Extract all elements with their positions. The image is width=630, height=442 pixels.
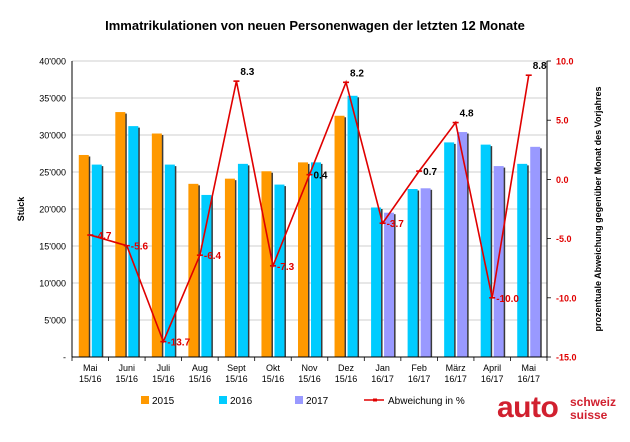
x-tick-label: Juli 15/16 — [152, 363, 175, 384]
legend-label: 2015 — [152, 396, 175, 407]
line-data-label: 8.3 — [240, 67, 254, 78]
bar-2017 — [420, 188, 431, 357]
y2-tick-label: 5.0 — [556, 116, 569, 126]
bar-2015 — [224, 178, 235, 357]
line-data-label: 8.8 — [533, 61, 547, 72]
legend-label: Abweichung in % — [388, 396, 465, 407]
y2-axis-title: prozentuale Abweichung gegenüber Monat d… — [593, 86, 603, 331]
x-tick-label: Sept 15/16 — [225, 363, 248, 384]
chart-title: Immatrikulationen von neuen Personenwage… — [105, 18, 525, 33]
y2-tick-label: -5.0 — [556, 234, 572, 244]
auto-schweiz-logo: auto schweiz suisse — [497, 389, 627, 435]
line-data-label: -5.6 — [131, 242, 149, 253]
bar-2017 — [530, 146, 541, 357]
bar-2016 — [371, 207, 382, 357]
y2-tick-label: -10.0 — [556, 293, 577, 303]
bar-2016 — [274, 184, 285, 357]
line-data-label: -6.4 — [204, 251, 222, 262]
x-tick-label: März 16/17 — [444, 363, 467, 384]
line-data-label: 8.2 — [350, 68, 364, 79]
bar-2015 — [151, 133, 162, 357]
x-tick-label: Feb 16/17 — [408, 363, 431, 384]
bar-2016 — [347, 95, 358, 357]
x-tick-label: Juni 15/16 — [116, 363, 139, 384]
x-tick-label: Okt 15/16 — [262, 363, 285, 384]
legend-swatch — [141, 396, 149, 404]
bar-2016 — [517, 163, 528, 357]
y2-tick-label: -15.0 — [556, 353, 577, 363]
y-tick-label: 15'000 — [39, 242, 66, 252]
bar-2015 — [334, 115, 345, 357]
x-tick-label: Aug 15/16 — [189, 363, 212, 384]
bar-2016 — [407, 189, 418, 357]
y-tick-label: 20'000 — [39, 205, 66, 215]
y-tick-label: 25'000 — [39, 168, 66, 178]
bar-2016 — [91, 164, 102, 357]
line-data-label: -7.3 — [277, 262, 295, 273]
x-tick-label: Dez 15/16 — [335, 363, 358, 384]
bar-2015 — [298, 162, 308, 357]
bar-2017 — [457, 132, 468, 357]
line-data-label: 0.7 — [423, 167, 437, 178]
line-data-label: -10.0 — [496, 294, 519, 305]
logo-main-text: auto — [497, 391, 559, 424]
bar-2015 — [78, 154, 89, 357]
x-tick-label: Nov 15/16 — [298, 363, 321, 384]
bar-2016 — [201, 194, 212, 357]
legend-swatch — [219, 396, 227, 404]
y2-tick-label: 10.0 — [556, 57, 574, 67]
legend-label: 2016 — [230, 396, 253, 407]
line-data-label: -3.7 — [387, 219, 405, 230]
legend-swatch — [295, 396, 303, 404]
bar-2016 — [480, 144, 491, 357]
x-tick-label: Jan 16/17 — [371, 363, 394, 384]
bar-2016 — [237, 163, 248, 357]
line-data-label: -13.7 — [167, 338, 190, 349]
y-axis-title: Stück — [16, 196, 26, 222]
logo-line-1: schweiz — [570, 395, 617, 409]
y-tick-label: 5'000 — [44, 316, 66, 326]
bar-2017 — [384, 212, 395, 357]
bar-2015 — [261, 171, 272, 357]
line-data-label: 4.8 — [460, 109, 474, 120]
y2-tick-label: 0.0 — [556, 175, 569, 185]
y-tick-label: - — [63, 353, 66, 363]
logo-line-2: suisse — [570, 408, 608, 422]
x-tick-label: April 16/17 — [481, 363, 504, 384]
bar-2016 — [311, 162, 321, 357]
bars — [78, 95, 542, 358]
x-tick-label: Mai 15/16 — [79, 363, 102, 384]
bar-2016 — [164, 164, 175, 357]
x-tick-label: Mai 16/17 — [517, 363, 540, 384]
y-tick-label: 30'000 — [39, 131, 66, 141]
legend: 2015 2016 2017 Abweichung in % — [141, 396, 465, 407]
line-data-label: -4.7 — [94, 231, 112, 242]
line-data-label: 0.4 — [314, 171, 328, 182]
bar-2016 — [444, 142, 455, 357]
y-tick-label: 35'000 — [39, 94, 66, 104]
bar-2016 — [128, 126, 139, 358]
y-tick-label: 10'000 — [39, 279, 66, 289]
y-tick-label: 40'000 — [39, 57, 66, 67]
legend-label: 2017 — [306, 396, 329, 407]
bar-2015 — [115, 112, 126, 357]
